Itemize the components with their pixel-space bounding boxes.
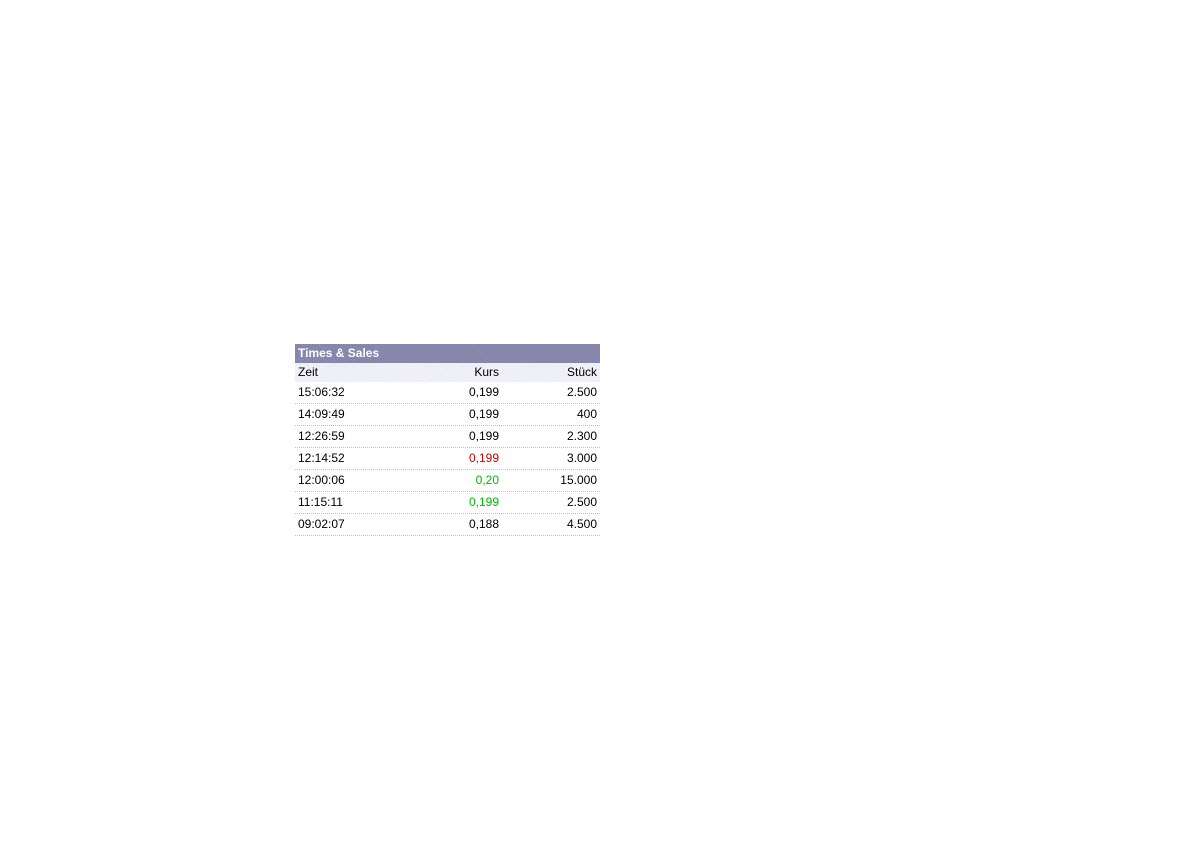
quantity-cell: 400	[576, 407, 597, 421]
price-cell: 0,199	[468, 451, 499, 465]
quantity-cell: 2.500	[566, 495, 597, 509]
time-cell: 12:14:52	[298, 451, 345, 465]
price-cell: 0,20	[475, 473, 499, 487]
quantity-cell: 3.000	[566, 451, 597, 465]
price-cell: 0,188	[468, 517, 499, 531]
column-header-kurs: Kurs	[474, 365, 499, 379]
table-row: 12:26:59 0,199 2.300	[295, 426, 600, 448]
time-cell: 12:26:59	[298, 429, 345, 443]
quantity-cell: 2.500	[566, 385, 597, 399]
table-row: 12:00:06 0,20 15.000	[295, 470, 600, 492]
price-cell: 0,199	[468, 407, 499, 421]
time-cell: 09:02:07	[298, 517, 345, 531]
times-and-sales-widget: Times & Sales Zeit Kurs Stück 15:06:32 0,…	[295, 344, 600, 536]
column-header-stueck: Stück	[566, 365, 597, 379]
widget-title: Times & Sales	[295, 344, 600, 363]
table-row: 15:06:32 0,199 2.500	[295, 382, 600, 404]
quantity-cell: 15.000	[560, 473, 597, 487]
table-row: 12:14:52 0,199 3.000	[295, 448, 600, 470]
quantity-cell: 2.300	[566, 429, 597, 443]
time-cell: 14:09:49	[298, 407, 345, 421]
time-cell: 12:00:06	[298, 473, 345, 487]
price-cell: 0,199	[468, 495, 499, 509]
table-row: 09:02:07 0,188 4.500	[295, 514, 600, 536]
price-cell: 0,199	[468, 385, 499, 399]
table-header: Zeit Kurs Stück	[295, 363, 600, 382]
table-body: 15:06:32 0,199 2.500 14:09:49 0,199 400 12:26:…	[295, 382, 600, 536]
table-row: 14:09:49 0,199 400	[295, 404, 600, 426]
column-header-zeit: Zeit	[298, 365, 319, 379]
time-cell: 15:06:32	[298, 385, 345, 399]
time-cell: 11:15:11	[298, 495, 343, 509]
table-row: 11:15:11 0,199 2.500	[295, 492, 600, 514]
quantity-cell: 4.500	[566, 517, 597, 531]
price-cell: 0,199	[468, 429, 499, 443]
